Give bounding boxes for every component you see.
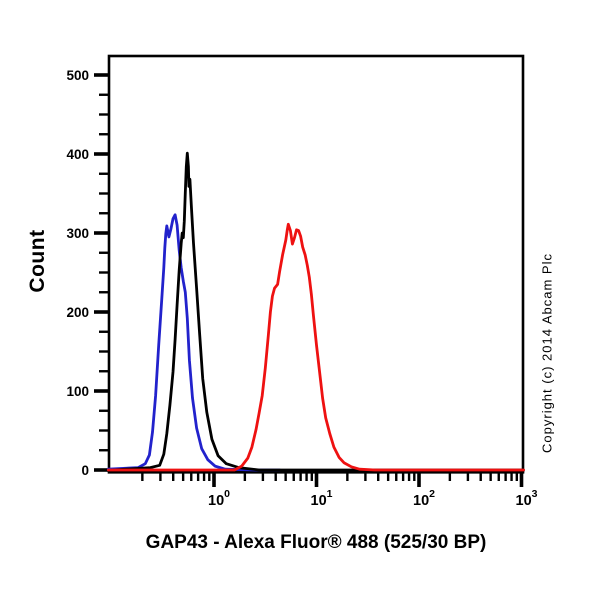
curve-black-histogram [112, 151, 525, 472]
y-tick-label: 500 [66, 68, 89, 83]
x-tick-label: 100 [208, 488, 230, 509]
x-tick-label: 101 [311, 488, 333, 509]
x-tick-label: 102 [413, 488, 435, 509]
y-tick-label: 400 [66, 147, 89, 162]
y-tick-label: 0 [81, 463, 89, 478]
y-tick-label: 300 [66, 226, 89, 241]
y-tick-label: 200 [66, 305, 89, 320]
chart-title: GAP43 - Alexa Fluor® 488 (525/30 BP) [145, 532, 487, 553]
y-axis-title: Count [26, 229, 49, 293]
curve-blue-histogram [107, 213, 282, 472]
y-tick-label: 100 [66, 384, 89, 399]
plot-box [107, 54, 525, 473]
copyright-text: Copyright (c) 2014 Abcam Plc [539, 253, 555, 453]
x-tick-label: 103 [516, 488, 538, 509]
curve-red-histogram [107, 222, 525, 472]
